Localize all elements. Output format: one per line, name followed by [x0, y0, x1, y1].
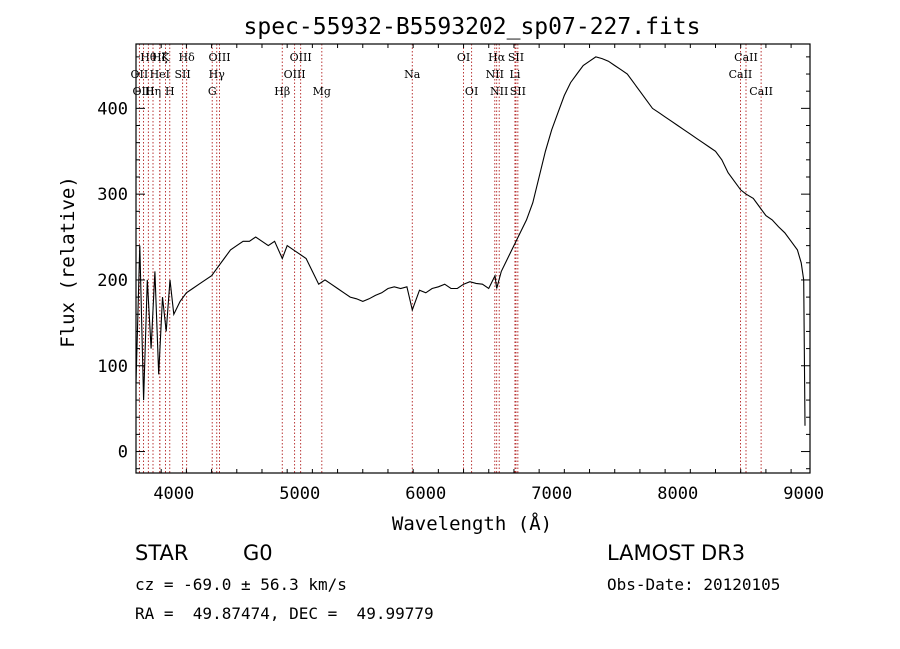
- x-axis-label: Wavelength (Å): [392, 512, 552, 535]
- line-marker-label-3: K: [161, 51, 170, 64]
- x-axis-ticks: 4000 5000 6000 7000 8000 9000: [135, 44, 824, 504]
- line-marker-label-15: OIII: [284, 68, 306, 81]
- plot-frame: [135, 43, 811, 474]
- line-marker-label-2: Hζ: [152, 51, 168, 64]
- line-marker-label-16: Mg: [313, 85, 331, 98]
- line-markers: [138, 44, 762, 473]
- x-tick-label: 9000: [783, 484, 824, 504]
- line-marker-label-20: Hα: [488, 51, 506, 64]
- line-marker-label-17: Na: [404, 68, 421, 81]
- x-tick-label: 5000: [279, 484, 320, 504]
- x-tick-label: 4000: [153, 484, 194, 504]
- chart-title: spec-55932-B5593202_sp07-227.fits: [244, 14, 701, 40]
- line-marker-label-14: OIII: [290, 51, 312, 64]
- x-tick-label: 6000: [405, 484, 446, 504]
- line-marker-label-0: Hθ: [140, 51, 157, 64]
- x-tick-label: 7000: [531, 484, 572, 504]
- line-marker-label-24: Li: [510, 68, 521, 81]
- x-tick-label: 8000: [657, 484, 698, 504]
- line-marker-label-11: Hγ: [209, 68, 226, 81]
- line-marker-label-5: Hδ: [179, 51, 196, 64]
- redshift-label: cz = -69.0 ± 56.3 km/s: [135, 575, 347, 594]
- line-marker-label-28: CaII: [749, 85, 773, 98]
- line-marker-label-10: OIII: [208, 51, 230, 64]
- y-tick-label: 100: [97, 357, 128, 377]
- y-tick-label: 400: [97, 99, 128, 119]
- line-marker-label-7: OIII: [133, 85, 155, 98]
- line-marker-label-1: Hη: [145, 85, 161, 98]
- line-marker-label-9: SII: [174, 68, 190, 81]
- y-tick-label: 300: [97, 185, 128, 205]
- line-marker-label-8: HeI: [150, 68, 170, 81]
- line-marker-label-12: G: [208, 85, 217, 98]
- survey-label: LAMOST DR3: [607, 541, 745, 565]
- line-marker-label-4: H: [165, 85, 175, 98]
- line-marker-label-27: CaII: [729, 68, 753, 81]
- line-marker-label-21: NII: [486, 68, 504, 81]
- spectrum-line: [135, 56, 806, 426]
- obs-date-label: Obs-Date: 20120105: [607, 575, 780, 594]
- subclass-label: G0: [243, 541, 273, 565]
- y-axis-ticks: 0 100 200 300 400: [97, 56, 810, 470]
- y-tick-label: 200: [97, 271, 128, 291]
- line-marker-label-18: OI: [457, 51, 470, 64]
- coordinates-label: RA = 49.87474, DEC = 49.99779: [135, 604, 434, 623]
- line-marker-label-25: SII: [510, 85, 526, 98]
- y-tick-label: 0: [118, 443, 128, 463]
- line-marker-label-26: CaII: [734, 51, 758, 64]
- class-label: STAR: [135, 541, 188, 565]
- line-marker-label-13: Hβ: [274, 85, 290, 98]
- line-marker-label-23: SII: [508, 51, 524, 64]
- line-marker-label-19: OI: [465, 85, 478, 98]
- line-marker-label-22: NII: [490, 85, 508, 98]
- y-axis-label: Flux (relative): [57, 176, 79, 348]
